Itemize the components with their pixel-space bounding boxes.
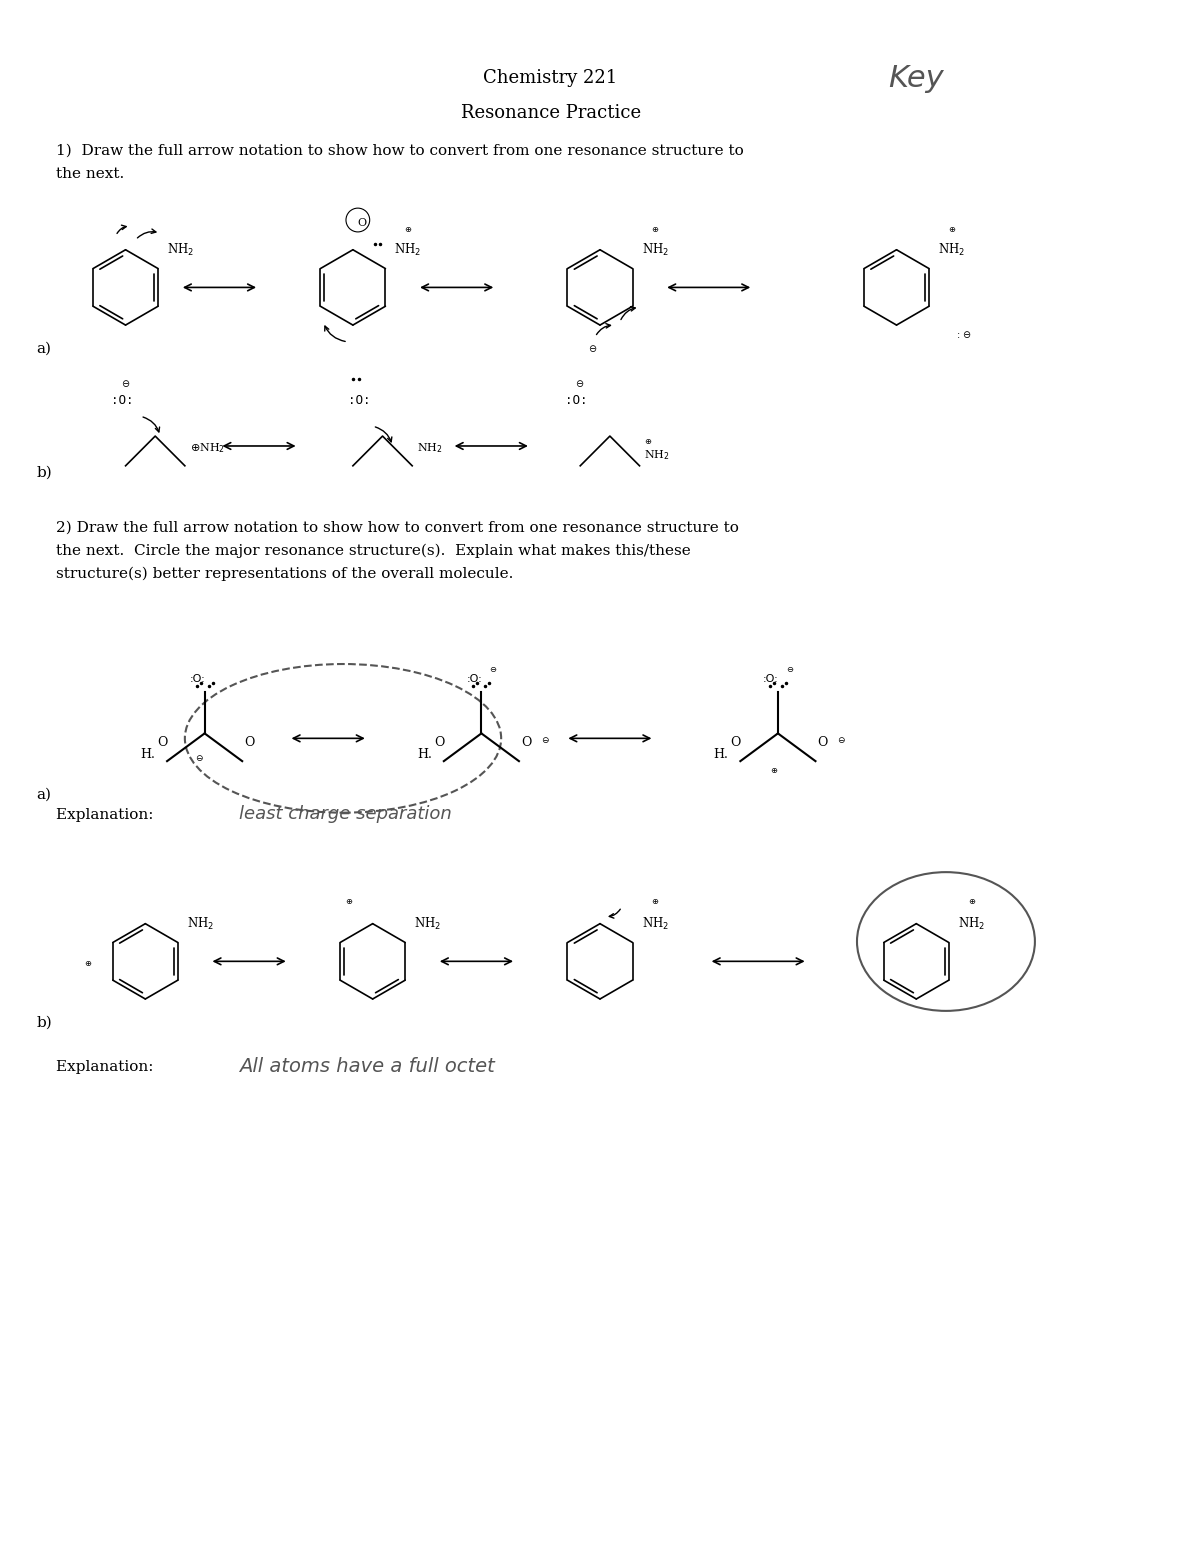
Text: :O:: :O: — [190, 674, 205, 683]
Text: NH$_2$: NH$_2$ — [642, 916, 668, 932]
Text: NH$_2$: NH$_2$ — [642, 242, 668, 258]
Text: $\ominus$: $\ominus$ — [541, 735, 550, 745]
Text: NH$_2$: NH$_2$ — [395, 242, 421, 258]
Text: O: O — [244, 736, 254, 749]
Text: least charge separation: least charge separation — [239, 804, 452, 823]
Text: All atoms have a full octet: All atoms have a full octet — [239, 1058, 494, 1076]
Text: $\ominus$: $\ominus$ — [838, 735, 846, 745]
Text: $\oplus$: $\oplus$ — [344, 896, 353, 905]
Text: :O:: :O: — [467, 674, 482, 683]
Text: O: O — [521, 736, 532, 749]
Text: $\oplus$: $\oplus$ — [404, 225, 413, 235]
Text: Key: Key — [888, 64, 944, 93]
Text: :O:: :O: — [348, 394, 371, 407]
Text: O: O — [434, 736, 444, 749]
Text: O: O — [157, 736, 168, 749]
Text: H.: H. — [418, 749, 432, 761]
Text: :O:: :O: — [565, 394, 588, 407]
Text: $\oplus$: $\oplus$ — [967, 896, 976, 905]
Text: $\ominus$: $\ominus$ — [786, 665, 794, 674]
Text: a): a) — [36, 787, 52, 801]
Text: 2) Draw the full arrow notation to show how to convert from one resonance struct: 2) Draw the full arrow notation to show … — [56, 520, 739, 581]
Text: NH$_2$: NH$_2$ — [414, 916, 442, 932]
Text: $\oplus$: $\oplus$ — [652, 896, 660, 905]
Text: NH$_2$: NH$_2$ — [418, 441, 443, 455]
Text: Explanation:: Explanation: — [56, 1061, 158, 1075]
Text: :O:: :O: — [763, 674, 779, 683]
Text: $\oplus$: $\oplus$ — [770, 766, 779, 775]
Text: NH$_2$: NH$_2$ — [187, 916, 214, 932]
Text: : $\ominus$: : $\ominus$ — [956, 329, 972, 340]
Text: $\ominus$: $\ominus$ — [194, 753, 204, 763]
Text: $\oplus$: $\oplus$ — [644, 436, 653, 446]
Text: $\ominus$: $\ominus$ — [575, 377, 584, 388]
Text: a): a) — [36, 342, 52, 356]
Text: 1)  Draw the full arrow notation to show how to convert from one resonance struc: 1) Draw the full arrow notation to show … — [56, 144, 744, 180]
Text: $\oplus$: $\oplus$ — [84, 960, 92, 968]
Text: $\oplus$: $\oplus$ — [948, 225, 956, 235]
Text: H.: H. — [714, 749, 728, 761]
Text: $\ominus$: $\ominus$ — [588, 343, 598, 354]
Text: $\ominus$: $\ominus$ — [121, 377, 130, 388]
Text: O: O — [731, 736, 740, 749]
Text: b): b) — [36, 466, 53, 480]
Text: O: O — [817, 736, 828, 749]
Text: Chemistry 221: Chemistry 221 — [484, 70, 618, 87]
Text: $\oplus$NH$_2$: $\oplus$NH$_2$ — [190, 441, 224, 455]
Text: NH$_2$: NH$_2$ — [938, 242, 965, 258]
Text: NH$_2$: NH$_2$ — [644, 447, 670, 461]
Text: b): b) — [36, 1016, 53, 1030]
Text: O: O — [358, 217, 367, 228]
Text: H.: H. — [140, 749, 155, 761]
Text: NH$_2$: NH$_2$ — [958, 916, 985, 932]
Text: $\oplus$: $\oplus$ — [652, 225, 660, 235]
Text: NH$_2$: NH$_2$ — [167, 242, 194, 258]
Text: Explanation:: Explanation: — [56, 808, 158, 822]
Text: $\ominus$: $\ominus$ — [490, 665, 498, 674]
Text: Resonance Practice: Resonance Practice — [461, 104, 641, 123]
Text: :O:: :O: — [110, 394, 133, 407]
